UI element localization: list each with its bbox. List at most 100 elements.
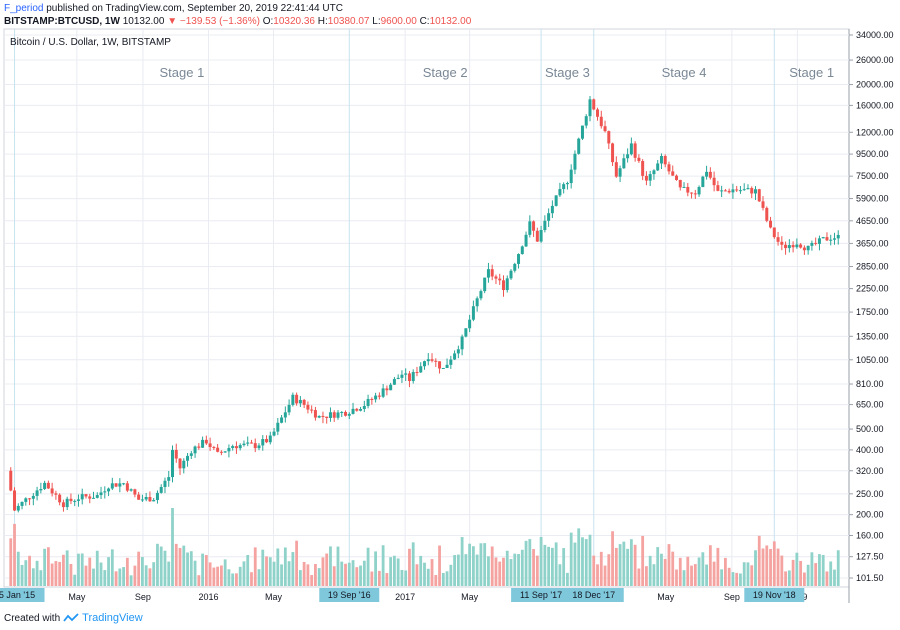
volume-bar	[295, 540, 299, 586]
candle-body	[441, 367, 445, 369]
candle-body	[377, 395, 381, 397]
volume-bar	[235, 573, 238, 586]
volume-bar	[231, 573, 235, 586]
candle-body	[107, 488, 111, 492]
candle-body	[532, 221, 536, 231]
volume-bar	[321, 557, 325, 586]
candle-body	[626, 154, 630, 159]
volume-bar	[494, 557, 498, 586]
volume-bar	[833, 569, 836, 586]
candle-body	[73, 500, 77, 502]
volume-bar	[708, 545, 712, 586]
candle-body	[242, 443, 246, 446]
volume-bar	[9, 538, 13, 586]
volume-bar	[787, 570, 791, 586]
candle-body	[110, 483, 114, 489]
volume-bar	[573, 542, 577, 586]
date-marker-badge	[744, 588, 805, 602]
volume-bar	[566, 572, 569, 586]
candle-body	[611, 143, 615, 163]
candle-body	[76, 499, 80, 501]
candle-body	[577, 138, 581, 154]
volume-bar	[716, 547, 720, 586]
volume-bar	[487, 556, 490, 586]
volume-bar	[712, 561, 716, 586]
date-marker-badge	[0, 588, 45, 602]
volume-bar	[505, 550, 509, 586]
volume-bar	[366, 547, 370, 586]
candle-body	[328, 412, 332, 418]
stage-label: Stage 4	[662, 65, 707, 80]
candle-body	[528, 221, 532, 235]
candle-body	[182, 460, 186, 469]
volume-bar	[656, 547, 660, 586]
author-link[interactable]: F_period	[4, 3, 44, 14]
candle-body	[656, 163, 660, 171]
candle-body	[453, 353, 457, 360]
volume-bar	[622, 541, 626, 586]
volume-bar	[468, 543, 472, 586]
price-change: ▼ −139.53 (−1.36%)	[167, 16, 260, 27]
y-tick-label: 2850.00	[856, 262, 889, 272]
date-marker-label: 18 Dec '17	[572, 590, 615, 600]
volume-bar	[118, 568, 122, 586]
tradingview-brand[interactable]: TradingView	[82, 612, 143, 624]
volume-bar	[329, 546, 332, 586]
candle-body	[682, 186, 686, 188]
candle-body	[355, 408, 359, 411]
candle-body	[802, 247, 806, 251]
volume-bar	[599, 551, 603, 586]
volume-bar	[370, 571, 374, 586]
volume-bar	[13, 523, 16, 586]
candle-body	[573, 153, 577, 170]
x-tick-label: 2017	[395, 592, 415, 602]
date-marker-label: 05 Jan '15	[0, 590, 35, 600]
candle-body	[336, 412, 340, 418]
candle-body	[799, 244, 803, 248]
volume-bar	[171, 508, 174, 586]
candle-body	[501, 280, 505, 291]
volume-bar	[697, 557, 701, 586]
candle-body	[291, 394, 295, 405]
volume-bar	[261, 549, 265, 586]
candle-body	[159, 486, 163, 493]
candle-body	[50, 488, 54, 494]
volume-bar	[163, 550, 167, 586]
volume-bar	[377, 570, 381, 586]
volume-bar	[50, 563, 54, 586]
x-tick-label: May	[657, 592, 675, 602]
volume-bar	[182, 545, 186, 586]
candle-body	[404, 373, 408, 375]
volume-bar	[607, 554, 611, 586]
candle-body	[253, 443, 257, 449]
candle-body	[95, 495, 99, 498]
candle-body	[513, 263, 517, 271]
volume-bar	[355, 567, 359, 586]
candle-body	[784, 244, 788, 249]
candle-body	[347, 413, 351, 416]
volume-bar	[550, 547, 554, 586]
volume-bar	[769, 548, 772, 586]
volume-bar	[637, 568, 641, 586]
candle-body	[693, 193, 697, 195]
volume-bar	[404, 570, 408, 586]
tradingview-logo-icon	[63, 613, 79, 622]
volume-bar	[314, 563, 317, 586]
candle-body	[35, 490, 39, 496]
y-tick-label: 250.00	[856, 489, 884, 499]
volume-bar	[419, 555, 423, 586]
candle-body	[498, 278, 502, 281]
volume-bar	[201, 553, 204, 586]
plot-frame	[3, 28, 850, 588]
volume-bar	[739, 573, 742, 586]
volume-bar	[110, 549, 114, 586]
volume-bar	[592, 555, 596, 586]
candle-body	[88, 496, 92, 499]
volume-bar	[558, 564, 562, 586]
volume-bar	[159, 546, 163, 586]
published-text: published on TradingView.com, September …	[46, 3, 343, 14]
candle-body	[765, 207, 769, 221]
x-tick-label: May	[265, 592, 283, 602]
volume-bar	[524, 540, 528, 586]
